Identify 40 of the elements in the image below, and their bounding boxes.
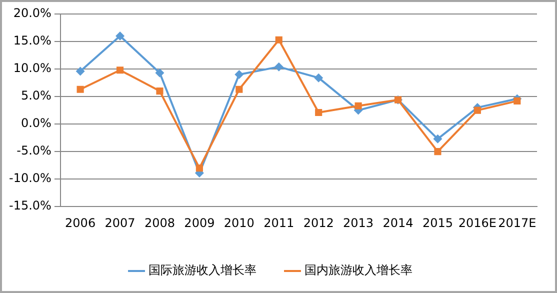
x-tick-label: 2006 [65,216,96,230]
point [514,97,521,104]
point [116,32,125,41]
point [76,86,84,93]
point [434,148,442,156]
point [474,106,481,114]
y-tick-label: 20.0% [13,6,52,20]
point [315,108,322,116]
point [314,73,324,82]
point [354,102,362,110]
x-tick-label: 2015 [422,216,453,230]
legend-label: 国际旅游收入增长率 [148,263,256,278]
y-tick-label: -15.0% [9,198,52,213]
y-tick-label: 10.0% [13,61,52,76]
point [155,68,164,78]
x-tick-label: 2014 [382,216,414,230]
point [156,88,164,95]
x-tick-label: 2017E [498,216,536,230]
y-tick-label: 0.0% [20,116,52,130]
point [196,164,203,172]
x-tick-label: 2009 [184,216,215,230]
point [275,36,282,44]
y-tick-label: 15.0% [13,34,52,48]
x-tick-label: 2007 [104,216,136,230]
point [76,66,85,76]
x-tick-label: 2008 [144,216,176,230]
x-tick-label: 2010 [224,216,254,230]
point [274,62,284,72]
point [234,70,244,80]
point [116,66,124,74]
legend-label: 国内旅游收入增长率 [304,263,412,278]
point [433,134,442,144]
y-tick-label: -5.0% [16,144,52,158]
x-tick-label: 2013 [343,216,374,230]
x-tick-label: 2012 [303,216,334,230]
x-tick-label: 2016E [458,216,496,230]
y-tick-label: 5.0% [20,88,52,103]
y-tick-label: -10.0% [9,171,52,186]
point [236,86,243,93]
x-tick-label: 2011 [264,216,294,230]
